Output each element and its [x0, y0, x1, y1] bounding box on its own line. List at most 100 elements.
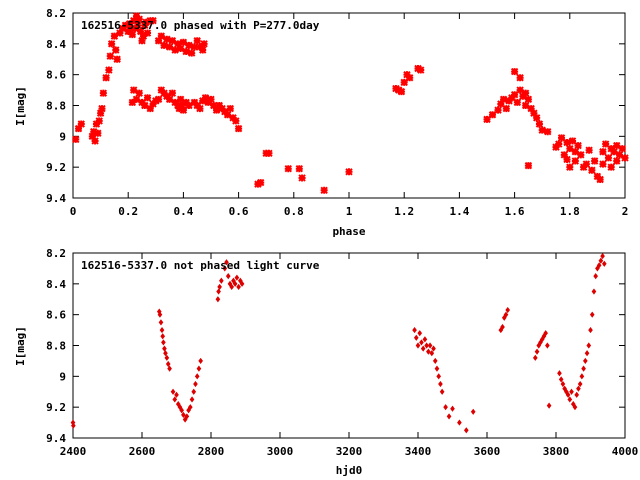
phased-data-point — [212, 106, 221, 114]
phased-data-point — [135, 15, 143, 23]
unphased-data-point — [219, 277, 224, 284]
unphased-y-tick-label: 9.2 — [46, 401, 66, 414]
phased-x-tick-label: 1.2 — [394, 205, 414, 218]
unphased-data-point — [596, 262, 602, 269]
phased-data-point — [610, 148, 618, 156]
unphased-data-point — [577, 380, 583, 388]
phased-data-point — [599, 148, 607, 156]
phased-data-point — [571, 157, 580, 165]
phased-data-point — [174, 101, 182, 110]
phased-data-point — [174, 40, 182, 48]
unphased-data-point — [216, 288, 221, 295]
phased-data-point — [176, 95, 185, 104]
phased-data-point — [563, 138, 571, 147]
phased-data-point — [112, 46, 120, 54]
phased-data-point — [566, 163, 574, 171]
unphased-data-point — [426, 348, 431, 355]
unphased-data-point — [162, 345, 167, 352]
phased-data-point — [527, 104, 535, 113]
unphased-data-point — [565, 391, 571, 398]
phased-data-point — [499, 95, 508, 104]
phased-data-point — [125, 20, 134, 28]
unphased-data-point — [546, 402, 552, 409]
unphased-data-point — [588, 326, 593, 334]
phased-data-point — [284, 165, 292, 173]
phased-data-point — [121, 21, 130, 30]
unphased-x-tick-label: 2600 — [129, 445, 156, 458]
unphased-data-point — [215, 296, 221, 303]
unphased-data-points — [70, 252, 607, 434]
phased-data-point — [232, 117, 240, 125]
unphased-data-point — [422, 336, 428, 343]
phased-data-point — [185, 101, 193, 110]
phased-data-point — [604, 154, 613, 162]
phased-data-point — [72, 135, 80, 144]
unphased-data-point — [572, 404, 578, 411]
unphased-data-point — [586, 342, 592, 349]
unphased-data-point — [415, 342, 421, 349]
phased-data-point — [566, 144, 574, 153]
unphased-data-point — [457, 419, 462, 426]
phased-data-point — [510, 91, 519, 99]
phased-data-point — [521, 101, 530, 110]
phased-data-point — [516, 86, 524, 94]
unphased-y-tick-label: 8.2 — [46, 247, 66, 260]
phased-data-point — [535, 120, 544, 128]
unphased-data-point — [503, 311, 509, 318]
phased-data-point — [196, 104, 204, 113]
unphased-data-point — [232, 280, 238, 287]
unphased-y-axis-label: I[mag] — [14, 326, 27, 366]
phased-data-point — [201, 94, 210, 102]
unphased-data-point — [543, 330, 548, 337]
unphased-data-point — [427, 342, 433, 349]
phased-data-point — [618, 144, 626, 153]
unphased-data-point — [500, 323, 505, 331]
phased-data-point — [136, 27, 145, 36]
phased-data-point — [110, 32, 119, 40]
phased-data-point — [193, 37, 201, 45]
phased-y-tick-label: 8.2 — [46, 7, 66, 20]
phased-data-point — [168, 37, 177, 45]
phased-data-point — [599, 160, 607, 168]
phased-y-tick-label: 8.4 — [46, 38, 66, 51]
unphased-data-point — [184, 413, 190, 420]
phased-data-point — [171, 46, 179, 54]
unphased-data-point — [569, 388, 574, 395]
unphased-data-point — [443, 404, 448, 411]
unphased-data-point — [158, 319, 164, 326]
phased-data-point — [128, 30, 137, 39]
unphased-y-tick-label: 8.6 — [46, 309, 66, 322]
phased-data-point — [521, 89, 530, 97]
unphased-x-axis-label: hjd0 — [336, 464, 363, 477]
unphased-data-point — [545, 342, 550, 349]
phased-data-point — [130, 17, 138, 25]
unphased-data-point — [222, 265, 228, 272]
phased-data-point — [96, 109, 105, 117]
unphased-data-point — [429, 350, 435, 357]
unphased-data-point — [431, 345, 436, 352]
phased-data-point — [298, 174, 306, 182]
phased-data-point — [132, 95, 141, 104]
unphased-data-point — [170, 388, 176, 395]
unphased-x-tick-label: 2400 — [60, 445, 87, 458]
phased-light-curve-panel: 0 0.2 0.4 0.6 0.8 1 1.2 1.4 1.6 1.8 2 8.2 8.4 8.6 8.8… — [14, 7, 629, 238]
phased-data-point — [102, 74, 110, 82]
phased-data-point — [524, 161, 533, 170]
phased-data-point — [557, 134, 566, 142]
unphased-data-point — [436, 373, 442, 380]
unphased-data-point — [187, 404, 193, 411]
unphased-data-point — [167, 365, 172, 372]
phased-data-point — [143, 94, 152, 102]
phased-y-tick-label: 9.2 — [46, 161, 66, 174]
unphased-data-point — [198, 357, 203, 365]
phased-data-point — [74, 124, 83, 133]
unphased-data-point — [160, 333, 166, 340]
phased-data-point — [141, 21, 149, 30]
phased-data-point — [141, 101, 149, 110]
phased-data-point — [185, 41, 193, 50]
phased-data-point — [574, 141, 582, 150]
phased-data-point — [223, 111, 232, 119]
phased-data-point — [560, 151, 568, 159]
phased-y-tick-label: 8.8 — [46, 100, 66, 113]
phased-x-tick-label: 2 — [622, 205, 629, 218]
